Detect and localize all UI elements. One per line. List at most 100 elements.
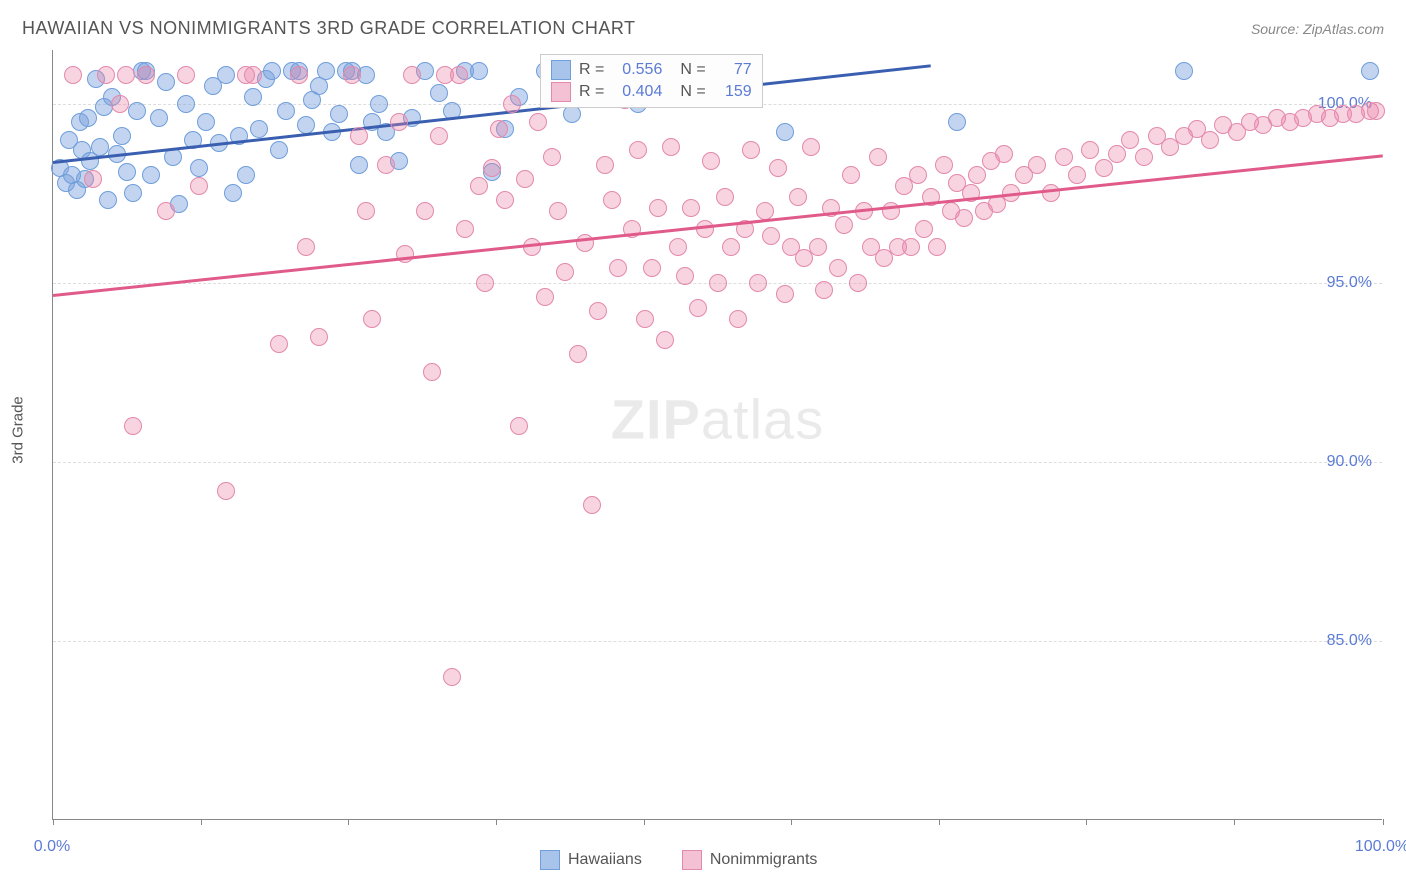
data-point xyxy=(113,127,131,145)
data-point xyxy=(137,66,155,84)
data-point xyxy=(1135,148,1153,166)
data-point xyxy=(483,159,501,177)
data-point xyxy=(569,345,587,363)
data-point xyxy=(955,209,973,227)
chart-title: HAWAIIAN VS NONIMMIGRANTS 3RD GRADE CORR… xyxy=(22,18,636,39)
data-point xyxy=(549,202,567,220)
data-point xyxy=(1201,131,1219,149)
source-label: Source: ZipAtlas.com xyxy=(1251,21,1384,37)
data-point xyxy=(370,95,388,113)
data-point xyxy=(190,177,208,195)
legend-swatch xyxy=(682,850,702,870)
data-point xyxy=(915,220,933,238)
data-point xyxy=(869,148,887,166)
data-point xyxy=(802,138,820,156)
data-point xyxy=(1055,148,1073,166)
data-point xyxy=(709,274,727,292)
data-point xyxy=(79,109,97,127)
data-point xyxy=(503,95,521,113)
data-point xyxy=(476,274,494,292)
y-tick-label: 95.0% xyxy=(1327,274,1372,292)
data-point xyxy=(696,220,714,238)
data-point xyxy=(835,216,853,234)
x-tick-label: 0.0% xyxy=(34,838,70,856)
r-label: R = xyxy=(579,83,604,101)
legend-item: Hawaiians xyxy=(540,850,642,870)
data-point xyxy=(722,238,740,256)
data-point xyxy=(968,166,986,184)
data-point xyxy=(470,177,488,195)
legend-swatch xyxy=(551,60,571,80)
x-tick xyxy=(791,819,792,825)
data-point xyxy=(363,310,381,328)
r-value: 0.404 xyxy=(612,83,662,101)
data-point xyxy=(128,102,146,120)
data-point xyxy=(456,220,474,238)
data-point xyxy=(244,66,262,84)
data-point xyxy=(443,668,461,686)
data-point xyxy=(117,66,135,84)
data-point xyxy=(150,109,168,127)
data-point xyxy=(357,202,375,220)
data-point xyxy=(164,148,182,166)
data-point xyxy=(263,62,281,80)
data-point xyxy=(124,184,142,202)
data-point xyxy=(84,170,102,188)
x-tick xyxy=(939,819,940,825)
r-value: 0.556 xyxy=(612,61,662,79)
data-point xyxy=(1028,156,1046,174)
data-point xyxy=(118,163,136,181)
x-tick xyxy=(53,819,54,825)
data-point xyxy=(416,202,434,220)
data-point xyxy=(669,238,687,256)
data-point xyxy=(689,299,707,317)
r-label: R = xyxy=(579,61,604,79)
data-point xyxy=(776,285,794,303)
data-point xyxy=(948,113,966,131)
data-point xyxy=(244,88,262,106)
legend-stats: R =0.556N =77R =0.404N =159 xyxy=(540,54,763,108)
n-value: 159 xyxy=(714,83,752,101)
data-point xyxy=(523,238,541,256)
data-point xyxy=(1121,131,1139,149)
data-point xyxy=(317,62,335,80)
data-point xyxy=(450,66,468,84)
data-point xyxy=(662,138,680,156)
data-point xyxy=(776,123,794,141)
data-point xyxy=(1361,62,1379,80)
data-point xyxy=(177,66,195,84)
x-tick xyxy=(1086,819,1087,825)
data-point xyxy=(935,156,953,174)
data-point xyxy=(815,281,833,299)
data-point xyxy=(64,66,82,84)
data-point xyxy=(350,127,368,145)
data-point xyxy=(237,166,255,184)
data-point xyxy=(1095,159,1113,177)
scatter-plot: ZIPatlas 85.0%90.0%95.0%100.0% xyxy=(52,50,1382,820)
data-point xyxy=(676,267,694,285)
data-point xyxy=(124,417,142,435)
data-point xyxy=(430,84,448,102)
data-point xyxy=(789,188,807,206)
data-point xyxy=(769,159,787,177)
data-point xyxy=(1175,62,1193,80)
data-point xyxy=(99,191,117,209)
data-point xyxy=(1367,102,1385,120)
data-point xyxy=(177,95,195,113)
data-point xyxy=(742,141,760,159)
data-point xyxy=(682,199,700,217)
data-point xyxy=(629,141,647,159)
data-point xyxy=(909,166,927,184)
y-tick-label: 85.0% xyxy=(1327,632,1372,650)
data-point xyxy=(609,259,627,277)
data-point xyxy=(343,66,361,84)
legend-swatch xyxy=(551,82,571,102)
data-point xyxy=(556,263,574,281)
x-tick xyxy=(644,819,645,825)
legend-label: Hawaiians xyxy=(568,851,642,869)
data-point xyxy=(536,288,554,306)
n-label: N = xyxy=(680,83,705,101)
data-point xyxy=(297,238,315,256)
data-point xyxy=(643,259,661,277)
data-point xyxy=(543,148,561,166)
